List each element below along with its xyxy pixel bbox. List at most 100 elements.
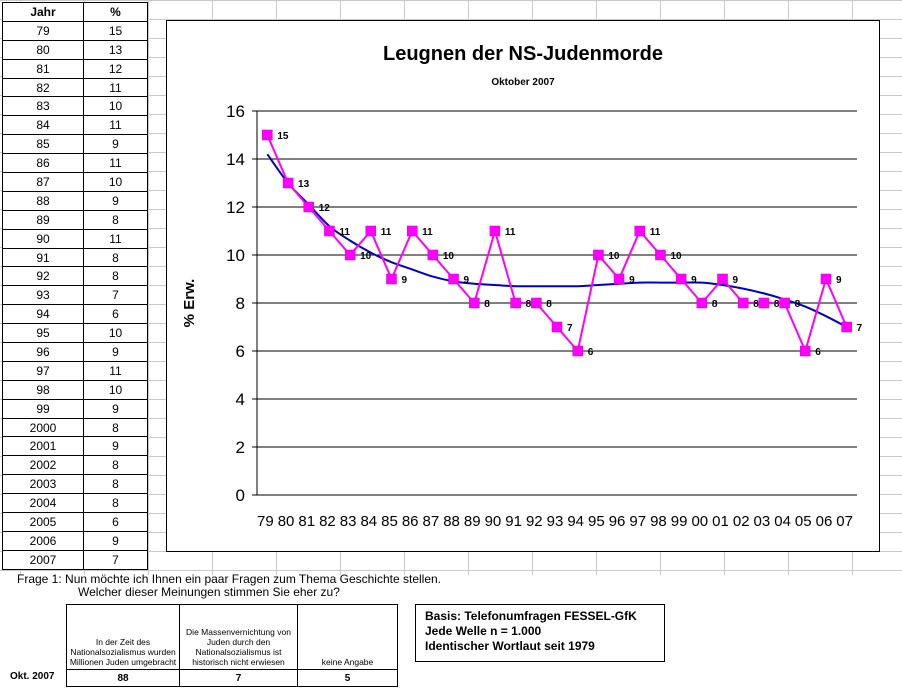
x-tick-label: 01 <box>712 513 729 530</box>
answer-3-value: 5 <box>297 669 398 687</box>
table-row: 90 11 <box>2 228 148 249</box>
cell-year: 2000 <box>2 417 84 438</box>
data-label: 8 <box>795 299 801 310</box>
cell-year: 79 <box>2 20 84 41</box>
data-point <box>634 225 646 237</box>
cell-percent: 9 <box>83 342 148 362</box>
data-label: 11 <box>381 227 392 238</box>
cell-percent: 8 <box>83 247 148 268</box>
cell-year: 81 <box>2 58 84 79</box>
cell-percent: 8 <box>83 209 148 230</box>
x-tick-label: 00 <box>691 513 708 530</box>
cell-year: 86 <box>2 153 84 174</box>
cell-percent: 9 <box>83 190 148 211</box>
data-table: Jahr % 79 15 80 13 81 12 82 11 83 10 84 11 85 9 86 11 87… <box>2 2 148 570</box>
data-label: 11 <box>505 227 516 238</box>
x-tick-label: 96 <box>609 513 626 530</box>
x-tick-label: 89 <box>464 513 481 530</box>
table-row: 94 6 <box>2 304 148 325</box>
data-point <box>365 225 377 237</box>
cell-year: 83 <box>2 96 84 117</box>
x-tick-label: 80 <box>278 513 295 530</box>
data-point <box>303 201 314 213</box>
x-tick-label: 93 <box>547 513 564 530</box>
data-label: 10 <box>608 251 620 262</box>
cell-year: 84 <box>2 115 84 136</box>
cell-percent: 9 <box>83 398 148 419</box>
cell-year: 93 <box>2 285 84 306</box>
table-row: 92 8 <box>2 266 148 287</box>
cell-percent: 10 <box>83 323 148 344</box>
table-row: 97 11 <box>2 360 148 381</box>
cell-year: 87 <box>2 172 84 192</box>
table-row: 85 9 <box>2 134 148 155</box>
basis-box: Basis: Telefonumfragen FESSEL-GfK Jede W… <box>415 604 665 662</box>
data-label: 9 <box>733 275 739 286</box>
chart-area[interactable]: Leugnen der NS-Judenmorde Oktober 2007 0… <box>166 20 880 552</box>
cell-percent: 11 <box>83 115 148 136</box>
table-row: 91 8 <box>2 247 148 268</box>
x-tick-label: 97 <box>629 513 646 530</box>
data-point <box>675 273 687 285</box>
cell-year: 2001 <box>2 436 84 457</box>
cell-year: 82 <box>2 77 84 98</box>
cell-percent: 11 <box>83 360 148 381</box>
data-point <box>489 225 501 237</box>
cell-percent: 9 <box>83 436 148 457</box>
table-row: 2007 7 <box>2 549 148 570</box>
x-tick-label: 88 <box>443 513 460 530</box>
cell-year: 2007 <box>2 549 84 570</box>
basis-line-1: Basis: Telefonumfragen FESSEL-GfK <box>425 609 637 623</box>
cell-percent: 10 <box>83 96 148 117</box>
y-tick-label: 10 <box>226 246 245 265</box>
data-point <box>593 249 604 261</box>
data-point <box>737 297 749 309</box>
cell-percent: 9 <box>83 134 148 155</box>
data-label: 12 <box>319 203 331 214</box>
table-row: 2001 9 <box>2 436 148 457</box>
x-tick-label: 02 <box>733 513 750 530</box>
data-label: 9 <box>629 275 635 286</box>
data-label: 8 <box>546 299 552 310</box>
data-point <box>551 321 563 333</box>
answer-1-text: In der Zeit des Nationalsozialismus wurd… <box>66 604 180 670</box>
x-tick-label: 94 <box>567 513 584 530</box>
table-row: 2006 9 <box>2 530 148 551</box>
y-axis-label: % Erw. <box>181 279 198 328</box>
x-tick-label: 06 <box>816 513 833 530</box>
data-table-body: 79 15 80 13 81 12 82 11 83 10 84 11 85 9 86 11 87 10 88 9 89… <box>2 20 148 570</box>
data-label: 13 <box>298 179 310 190</box>
x-tick-label: 85 <box>381 513 398 530</box>
data-label: 7 <box>857 323 863 334</box>
data-point <box>531 297 542 309</box>
data-label: 8 <box>484 299 490 310</box>
data-label: 6 <box>588 347 594 358</box>
table-row: 86 11 <box>2 153 148 174</box>
cell-year: 2006 <box>2 530 84 551</box>
data-point <box>468 297 480 309</box>
x-tick-label: 79 <box>257 513 274 530</box>
x-tick-label: 92 <box>526 513 543 530</box>
cell-percent: 10 <box>83 379 148 400</box>
data-point <box>324 225 335 237</box>
cell-percent: 15 <box>83 20 148 41</box>
x-tick-label: 86 <box>402 513 419 530</box>
table-row: 80 13 <box>2 39 148 60</box>
cell-year: 91 <box>2 247 84 268</box>
answer-2-value: 7 <box>179 669 298 687</box>
cell-year: 2003 <box>2 474 84 495</box>
data-label: 9 <box>464 275 470 286</box>
x-tick-label: 99 <box>671 513 688 530</box>
data-point <box>406 225 418 237</box>
y-tick-label: 16 <box>226 102 245 121</box>
cell-percent: 6 <box>83 304 148 325</box>
table-row: 88 9 <box>2 190 148 211</box>
table-row: 96 9 <box>2 342 148 362</box>
cell-year: 2002 <box>2 455 84 476</box>
table-row: 84 11 <box>2 115 148 136</box>
x-tick-label: 03 <box>754 513 771 530</box>
cell-year: 95 <box>2 323 84 344</box>
table-row: 87 10 <box>2 172 148 192</box>
cell-year: 99 <box>2 398 84 419</box>
x-tick-label: 84 <box>360 513 377 530</box>
